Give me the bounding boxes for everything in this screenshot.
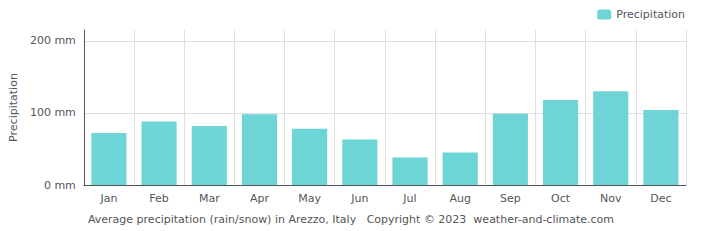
svg-text:Average precipitation (rain/sn: Average precipitation (rain/snow) in Are…	[88, 213, 614, 226]
svg-text:Jan: Jan	[99, 192, 117, 205]
svg-text:Aug: Aug	[449, 192, 470, 205]
svg-text:0 mm: 0 mm	[44, 179, 76, 192]
svg-text:Mar: Mar	[199, 192, 220, 205]
svg-text:Precipitation: Precipitation	[7, 73, 20, 142]
svg-text:Jul: Jul	[402, 192, 416, 205]
svg-text:Jun: Jun	[350, 192, 368, 205]
svg-text:Nov: Nov	[600, 192, 622, 205]
svg-text:May: May	[298, 192, 321, 205]
svg-text:200 mm: 200 mm	[30, 34, 76, 47]
svg-text:Dec: Dec	[650, 192, 671, 205]
svg-text:Feb: Feb	[149, 192, 168, 205]
svg-text:Oct: Oct	[551, 192, 571, 205]
svg-text:Apr: Apr	[250, 192, 270, 205]
svg-text:Precipitation: Precipitation	[616, 8, 685, 21]
svg-text:Sep: Sep	[500, 192, 521, 205]
svg-text:100 mm: 100 mm	[30, 106, 76, 119]
